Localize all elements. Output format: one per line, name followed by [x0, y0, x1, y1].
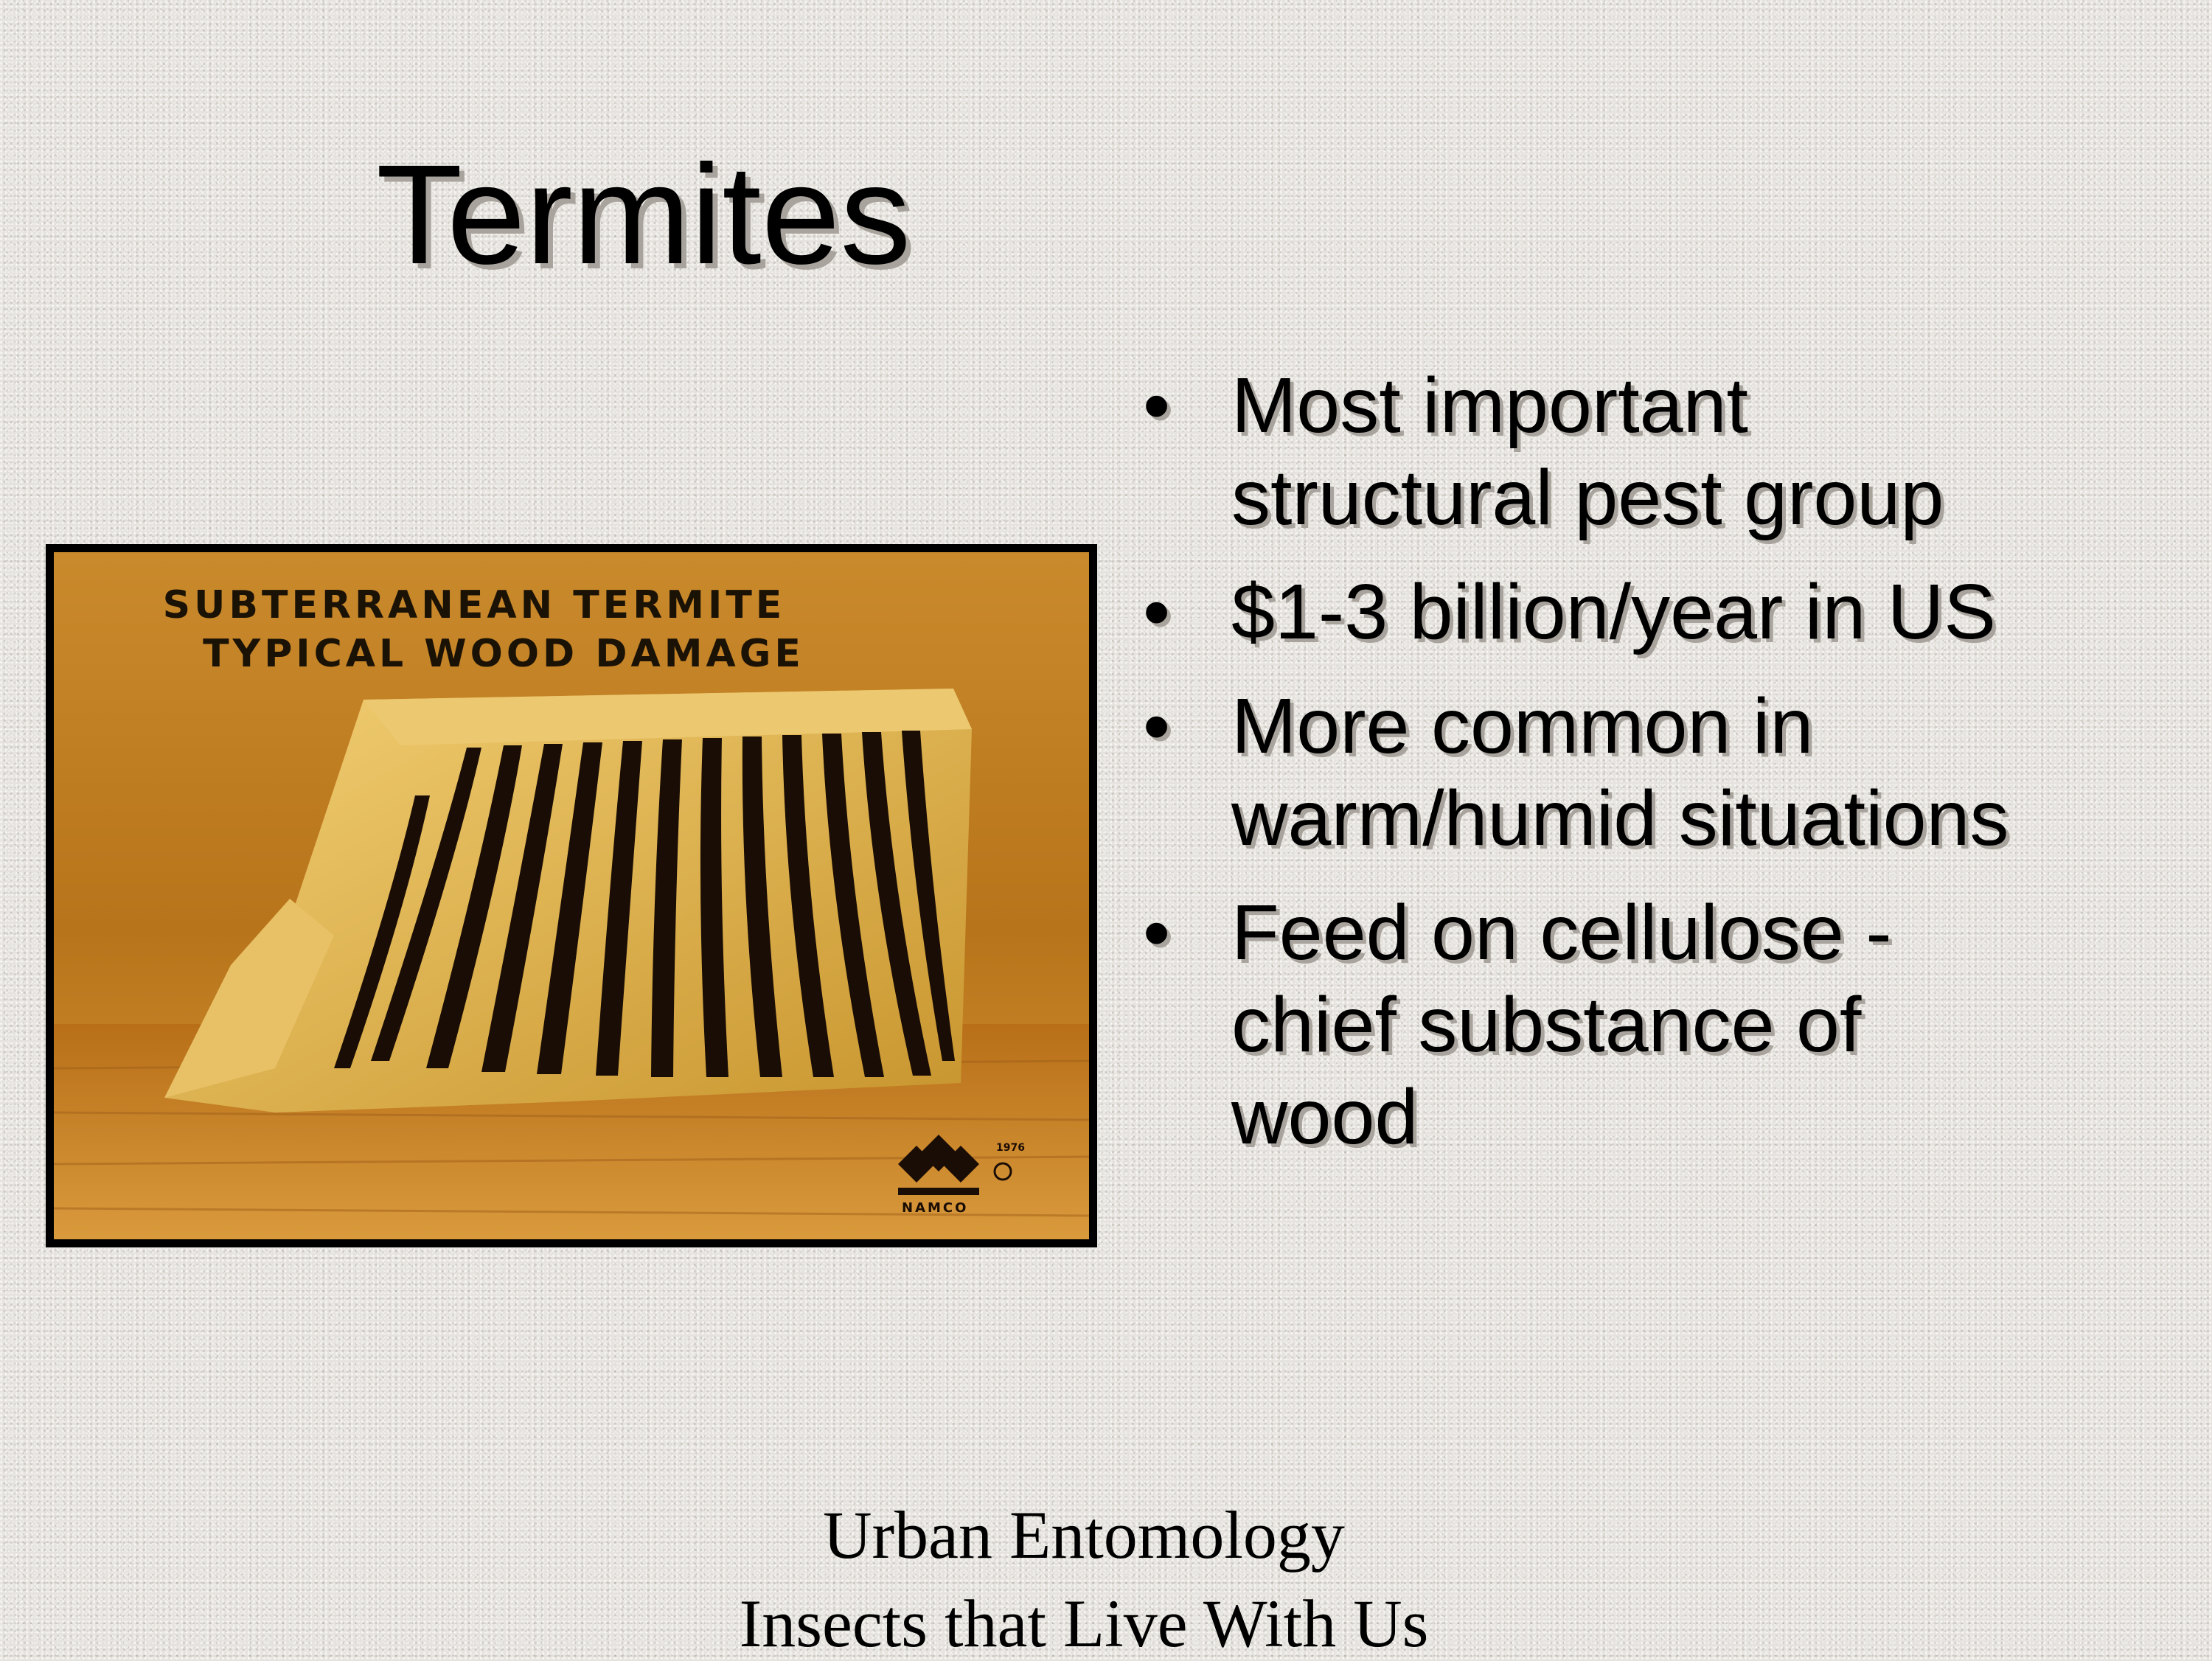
bullet-list: • Most important structural pest group •…: [1143, 360, 2065, 1185]
namco-logo-icon: [898, 1135, 1012, 1195]
bullet-dot-icon: •: [1143, 683, 1171, 770]
logo-year: 1976: [996, 1142, 1025, 1154]
footer-line-2: Insects that Live With Us: [739, 1586, 1429, 1661]
termite-damage-illustration: 1976 NAMCO: [54, 552, 1089, 1239]
photo-caption-line-2: TYPICAL WOOD DAMAGE: [203, 632, 804, 676]
bullet-dot-icon: •: [1143, 362, 1171, 449]
termite-damage-photo: 1976 NAMCO SUBTERRANEAN TERMITE TYPICAL …: [46, 544, 1097, 1247]
bullet-item: • More common in warm/humid situations: [1143, 680, 2065, 865]
footer-line-1: Urban Entomology: [823, 1497, 1345, 1573]
slide-title: Termites: [376, 135, 911, 293]
bullet-text: Feed on cellulose - chief substance of w…: [1231, 889, 1892, 1160]
bullet-text: Most important structural pest group: [1231, 362, 1944, 541]
logo-text: NAMCO: [902, 1200, 968, 1216]
bullet-dot-icon: •: [1143, 889, 1171, 976]
bullet-item: • $1-3 billion/year in US: [1143, 566, 2065, 658]
bullet-item: • Most important structural pest group: [1143, 360, 2065, 544]
bullet-item: • Feed on cellulose - chief substance of…: [1143, 887, 2065, 1163]
bullet-dot-icon: •: [1143, 568, 1171, 655]
photo-caption-line-1: SUBTERRANEAN TERMITE: [162, 583, 786, 627]
bullet-text: More common in warm/humid situations: [1231, 683, 2009, 862]
bullet-text: $1-3 billion/year in US: [1231, 568, 1996, 655]
